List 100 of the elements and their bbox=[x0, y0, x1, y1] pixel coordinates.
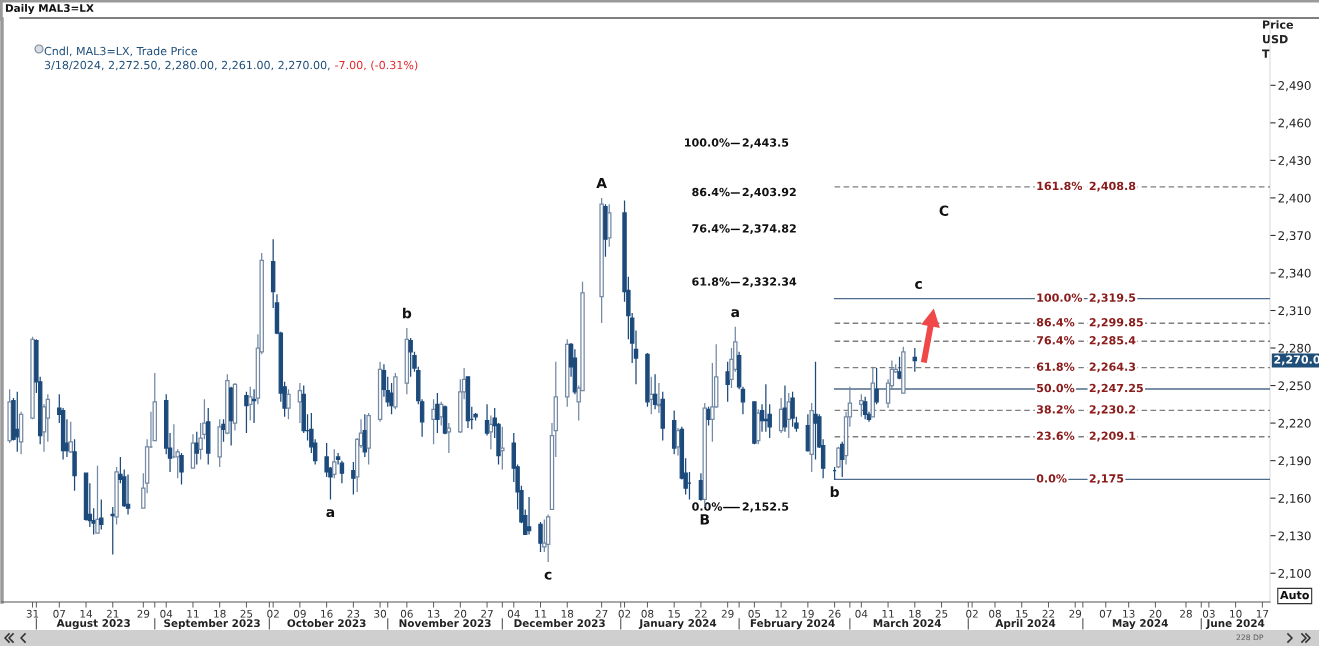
x-tick-label: 28 bbox=[1180, 609, 1192, 618]
x-tick-label: 14 bbox=[80, 609, 93, 618]
x2-tick-label: May 2024 bbox=[1112, 619, 1168, 630]
x-tick-label: 23 bbox=[347, 609, 360, 618]
x-tick-label: 19 bbox=[802, 609, 814, 618]
text: 86.4% 2,299.85 bbox=[1036, 318, 1143, 328]
x2-tick-label: June 2024 bbox=[1205, 619, 1265, 630]
candlestick bbox=[228, 386, 234, 447]
chart-title: Daily MAL3=LX bbox=[5, 3, 94, 15]
x-tick-label: 06 bbox=[400, 609, 413, 618]
candlestick bbox=[901, 346, 906, 394]
candlestick bbox=[790, 391, 795, 428]
annotation: C bbox=[939, 205, 949, 216]
x-tick-label: 15 bbox=[1016, 609, 1028, 618]
x2-tick-label: October 2023 bbox=[287, 619, 366, 628]
x-tick-label: 10 bbox=[1230, 609, 1242, 618]
candlestick bbox=[297, 382, 303, 424]
y-tick-label: 2,370 bbox=[1278, 231, 1311, 242]
x2-tick-label: February 2024 bbox=[750, 619, 835, 630]
candlestick bbox=[68, 421, 73, 454]
x-tick-label: 02 bbox=[966, 609, 978, 618]
x-tick-label: 02 bbox=[618, 609, 631, 618]
text: Cndl, MAL3=LX, Trade Price bbox=[44, 46, 198, 57]
candlestick bbox=[607, 203, 612, 248]
candlestick bbox=[438, 401, 444, 427]
annotation: a bbox=[731, 309, 739, 318]
candlestick bbox=[488, 414, 494, 450]
candlestick bbox=[603, 203, 608, 258]
y-tick-label: 2,160 bbox=[1278, 493, 1311, 505]
candlestick bbox=[95, 465, 100, 534]
candlestick bbox=[332, 448, 337, 479]
y-tick-label: 2,100 bbox=[1278, 568, 1311, 580]
candlestick bbox=[366, 412, 371, 466]
x-tick-label: 13 bbox=[428, 609, 440, 618]
y-tick-label: 2,280 bbox=[1278, 343, 1311, 354]
x-tick-label: 31 bbox=[26, 609, 39, 618]
x-tick-label: 05 bbox=[748, 609, 761, 618]
annotation: c bbox=[544, 571, 552, 580]
annotation: a bbox=[326, 509, 335, 518]
candlestick bbox=[652, 373, 658, 410]
x2-tick-label: August 2023 bbox=[56, 619, 130, 630]
x-tick-label: 04 bbox=[160, 609, 173, 618]
x-tick-label: 04 bbox=[855, 609, 868, 618]
x-tick-label: 02 bbox=[267, 609, 279, 618]
series-label: 100.0% 2,319.5 bbox=[1037, 293, 1136, 304]
candlestick bbox=[125, 473, 131, 516]
x-tick-label: 22 bbox=[1042, 609, 1055, 618]
text: 76.4% 2,285.4 bbox=[1036, 336, 1136, 346]
x-tick-label: 25 bbox=[240, 609, 253, 618]
x-tick-label: 11 bbox=[535, 609, 547, 618]
x-tick-label: 21 bbox=[106, 609, 119, 618]
annotation: b bbox=[830, 486, 839, 498]
candlestick bbox=[740, 386, 746, 415]
x-tick-label: 29 bbox=[1069, 609, 1082, 618]
x-tick-label: 29 bbox=[721, 609, 734, 618]
candlestick bbox=[778, 397, 784, 434]
candlestick bbox=[599, 197, 604, 324]
text: 0.0% 2,152.5 bbox=[692, 502, 789, 513]
candlestick bbox=[232, 382, 238, 432]
x-tick-label: 26 bbox=[828, 609, 841, 618]
x-tick-label: 12 bbox=[775, 609, 787, 618]
annotation: b bbox=[403, 307, 412, 319]
candlestick bbox=[897, 356, 902, 380]
y-tick-label: 2,130 bbox=[1278, 531, 1311, 542]
series-label: 61.8% 2,332.34 bbox=[692, 277, 797, 288]
candlestick bbox=[206, 407, 211, 466]
annotation: -7.00, (-0.31%) bbox=[335, 60, 418, 71]
candlestick bbox=[538, 521, 543, 553]
candlestick bbox=[912, 347, 918, 373]
series-label: 100.0% 2,443.5 bbox=[685, 138, 789, 149]
annotation: 3/18/2024, 2,272.50, 2,280.00, 2,261.00, 2,270.00, bbox=[44, 60, 330, 71]
x-tick-label: 15 bbox=[668, 609, 680, 618]
y-tick-label: 2,310 bbox=[1278, 306, 1311, 317]
candlestick bbox=[110, 506, 115, 556]
candlestick bbox=[465, 376, 471, 429]
y-tick-label: 2,400 bbox=[1278, 193, 1311, 204]
y-tick-label: 2,340 bbox=[1278, 268, 1311, 279]
text: 61.8% 2,264.3 bbox=[1036, 362, 1136, 373]
x-tick-label: 27 bbox=[481, 609, 493, 618]
candlestick bbox=[565, 338, 570, 408]
y-tick-label: 2,250 bbox=[1278, 381, 1311, 392]
x-tick-label: 04 bbox=[507, 609, 520, 618]
x-tick-label: 20 bbox=[1149, 609, 1162, 618]
y-tick-label: 2,220 bbox=[1278, 418, 1311, 429]
y-tick-label: 2,490 bbox=[1278, 81, 1311, 92]
x2-tick-label: January 2024 bbox=[638, 619, 717, 630]
candlestick bbox=[736, 351, 742, 390]
x-tick-label: 13 bbox=[1123, 609, 1135, 618]
y-tick-label: 2,460 bbox=[1278, 118, 1311, 129]
y-tick-label: 2,430 bbox=[1278, 156, 1311, 167]
x-tick-label: 08 bbox=[989, 609, 1001, 618]
text: Auto bbox=[1280, 590, 1309, 600]
candlestick bbox=[442, 404, 448, 435]
x-tick-label: 20 bbox=[454, 609, 467, 618]
x-tick-label: 09 bbox=[293, 609, 306, 618]
annotation: A bbox=[596, 177, 607, 189]
x-tick-label: 27 bbox=[595, 609, 608, 618]
candlestick bbox=[72, 438, 77, 492]
candlestick bbox=[446, 422, 452, 454]
candlestick bbox=[7, 388, 12, 444]
